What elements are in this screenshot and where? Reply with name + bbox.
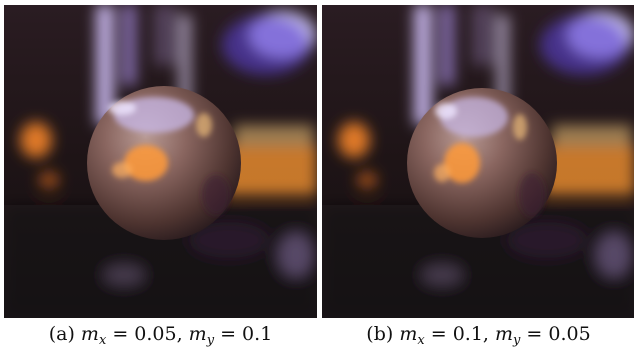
render-image-b bbox=[322, 5, 634, 318]
math-m-x: m bbox=[399, 323, 418, 345]
math-m-y-value: = 0.1 bbox=[214, 323, 273, 345]
math-m-x-value: = 0.05, bbox=[106, 323, 189, 345]
math-m-y: m bbox=[188, 323, 207, 345]
math-sub-x: x bbox=[98, 333, 107, 348]
math-sub-y: y bbox=[513, 333, 521, 348]
math-m-y-value: = 0.05 bbox=[520, 323, 591, 345]
math-sub-y: y bbox=[206, 333, 215, 348]
caption-prefix: (b) bbox=[366, 323, 400, 345]
math-sub-x: x bbox=[417, 333, 425, 348]
math-m-x: m bbox=[80, 323, 99, 345]
render-image-a bbox=[4, 5, 317, 318]
caption-b: (b) mx = 0.1, my = 0.05 bbox=[322, 323, 634, 348]
caption-prefix: (a) bbox=[48, 323, 81, 345]
math-m-y: m bbox=[495, 323, 514, 345]
caption-a: (a) mx = 0.05, my = 0.1 bbox=[4, 323, 317, 348]
math-m-x-value: = 0.1, bbox=[424, 323, 495, 345]
